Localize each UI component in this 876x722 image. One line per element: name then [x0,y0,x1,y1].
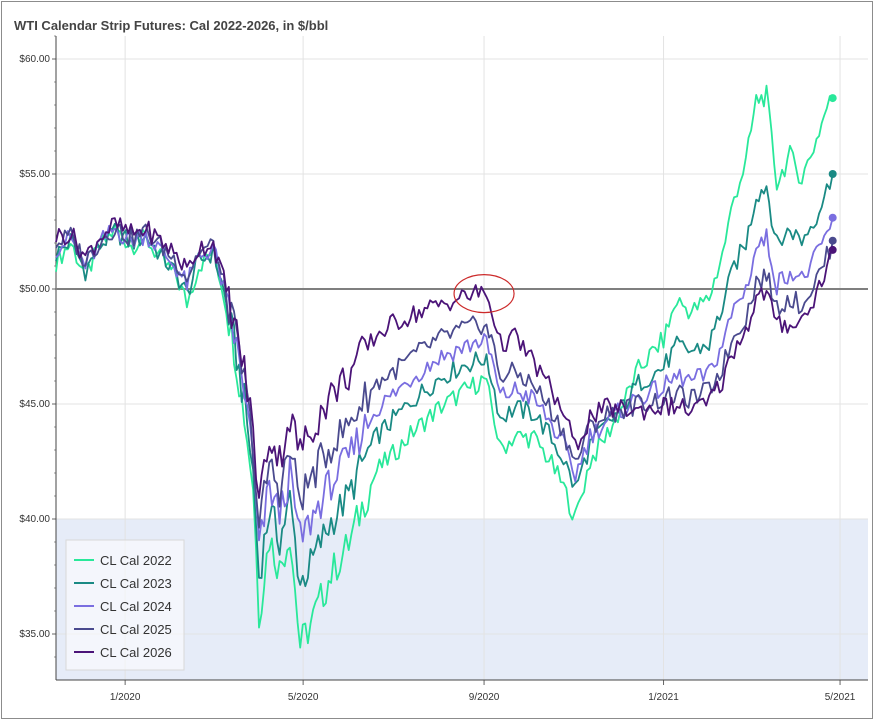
highlight-circle [453,274,515,314]
x-tick-label: 1/2021 [648,692,679,703]
series-end-marker [828,213,837,222]
series-line [55,217,834,499]
chart-title: WTI Calendar Strip Futures: Cal 2022-202… [14,18,329,33]
x-tick-label: 1/2020 [110,692,141,703]
series-end-marker [828,94,837,103]
series-line [55,173,834,588]
series-line [55,223,834,529]
shaded-band-layer [56,519,868,680]
series-end-marker [828,236,837,245]
legend-label: CL Cal 2026 [100,645,172,660]
y-tick-label: $40.00 [19,514,50,525]
y-tick-label: $35.00 [19,629,50,640]
series-line [55,217,834,543]
y-tick-label: $55.00 [19,169,50,180]
series-line [55,84,834,649]
series-end-marker [828,170,837,178]
x-tick-label: 9/2020 [469,692,500,703]
axis-layer: $35.00 $40.00 $45.00 $50.00 $55.00 $60.00 1/20… [19,35,868,703]
highlight-layer [453,274,515,314]
legend: CL Cal 2022 CL Cal 2023 CL Cal 2024 CL Cal … [65,539,185,671]
y-tick-label: $45.00 [19,399,50,410]
x-tick-label: 5/2020 [288,692,319,703]
legend-label: CL Cal 2025 [100,622,172,637]
legend-label: CL Cal 2022 [100,553,172,568]
legend-label: CL Cal 2023 [100,576,172,591]
y-tick-label: $60.00 [19,54,50,65]
x-tick-label: 5/2021 [825,692,856,703]
series-layer [55,84,837,649]
legend-label: CL Cal 2024 [100,599,172,614]
shaded-band [56,519,868,680]
y-tick-label: $50.00 [19,284,50,295]
series-end-marker [828,245,837,254]
